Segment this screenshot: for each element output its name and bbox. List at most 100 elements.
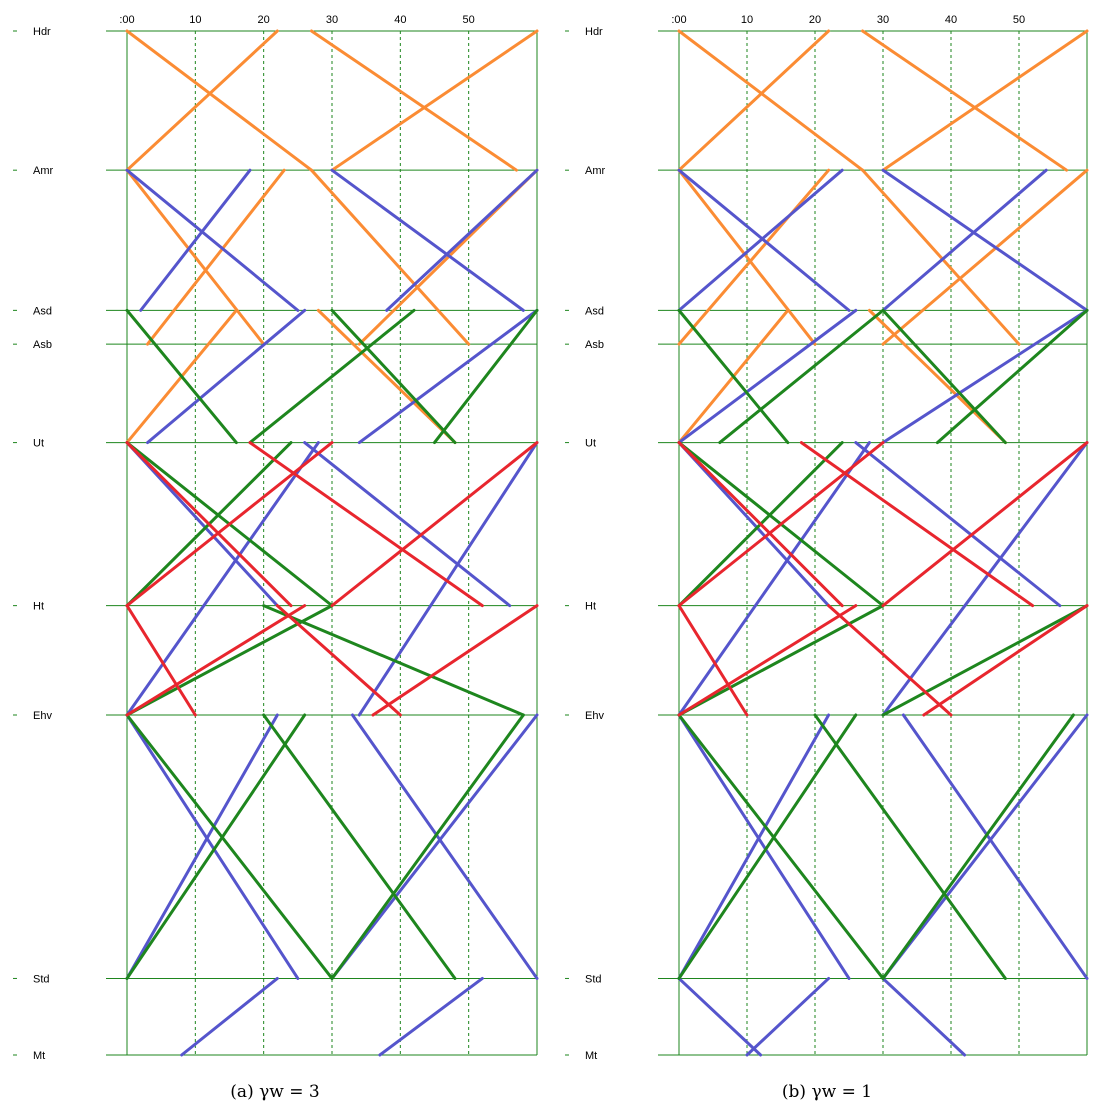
train-path-green (330, 308, 457, 445)
train-path-blue (139, 168, 252, 312)
x-tick-label: 30 (326, 14, 338, 26)
train-path-blue (677, 441, 871, 717)
train-path-blue (125, 441, 279, 608)
train-path-red (125, 441, 293, 608)
train-path-orange (146, 168, 286, 346)
train-path-orange (867, 308, 1007, 445)
x-tick-label: 10 (741, 14, 753, 26)
station-label: Mt (585, 1050, 597, 1062)
x-tick-label: 20 (809, 14, 821, 26)
x-tick-label: :00 (671, 14, 686, 26)
train-path-blue (901, 713, 1089, 980)
train-path-green (881, 604, 1089, 717)
train-path-red (677, 441, 844, 608)
train-path-blue (745, 976, 831, 1057)
train-path-green (677, 713, 858, 980)
train-path-green (935, 308, 1089, 445)
station-label: Asd (585, 305, 604, 317)
train-path-green (330, 713, 525, 980)
station-label: Ehv (33, 710, 52, 722)
train-path-green (677, 713, 885, 980)
train-path-blue (146, 308, 307, 445)
train-path-green (125, 713, 334, 980)
train-path-blue (881, 713, 1089, 980)
train-path-blue (677, 168, 851, 312)
train-path-orange (861, 168, 1021, 346)
x-tick-label: 50 (1013, 14, 1025, 26)
train-path-orange (125, 29, 313, 172)
station-label: Amr (585, 165, 606, 177)
train-path-blue (881, 976, 967, 1057)
train-path-blue (881, 168, 1089, 312)
panel-caption: (a) γw = 3 (230, 1082, 319, 1102)
train-path-blue (330, 713, 539, 980)
station-label: Hdr (585, 26, 603, 38)
train-path-orange (330, 29, 539, 172)
x-tick-label: 10 (189, 14, 201, 26)
x-tick-label: 20 (258, 14, 270, 26)
train-path-green (248, 308, 416, 445)
x-tick-label: 40 (945, 14, 957, 26)
train-path-blue (677, 168, 844, 312)
train-path-green (262, 713, 457, 980)
train-path-red (125, 604, 307, 717)
train-path-red (125, 604, 197, 717)
train-path-red (677, 441, 885, 608)
train-path-red (881, 441, 1089, 608)
train-path-orange (310, 168, 471, 346)
station-label: Asb (585, 339, 604, 351)
train-path-red (922, 604, 1089, 717)
train-path-green (881, 713, 1075, 980)
train-path-orange (125, 29, 279, 172)
train-path-blue (303, 441, 512, 608)
train-path-green (125, 713, 307, 980)
train-path-red (799, 441, 1035, 608)
train-path-red (248, 441, 484, 608)
station-label: Asb (33, 339, 52, 351)
station-label: Amr (33, 165, 54, 177)
train-path-green (677, 308, 790, 445)
station-label: Ehv (585, 710, 604, 722)
train-path-blue (881, 168, 1048, 312)
train-path-green (677, 604, 885, 717)
train-path-red (827, 604, 953, 717)
train-path-orange (677, 168, 831, 346)
train-path-red (330, 441, 539, 608)
train-path-orange (316, 308, 457, 445)
station-label: Ht (585, 601, 596, 613)
train-path-red (677, 604, 858, 717)
train-path-green (881, 308, 1007, 445)
train-path-blue (677, 976, 763, 1057)
train-path-blue (677, 713, 851, 980)
x-tick-label: 40 (394, 14, 406, 26)
station-label: Ht (33, 601, 44, 613)
train-path-red (371, 604, 539, 717)
train-path-orange (677, 168, 817, 346)
train-path-orange (677, 29, 831, 172)
train-path-orange (881, 168, 1089, 346)
x-tick-label: :00 (119, 14, 134, 26)
train-path-blue (385, 168, 539, 312)
train-path-green (718, 308, 885, 445)
station-label: Ut (33, 438, 44, 450)
train-path-orange (881, 29, 1089, 172)
train-path-blue (881, 308, 1089, 445)
train-path-blue (378, 976, 484, 1057)
x-tick-label: 30 (877, 14, 889, 26)
train-path-red (275, 604, 402, 717)
train-path-red (677, 604, 749, 717)
train-path-green (125, 308, 238, 445)
train-path-blue (125, 168, 300, 312)
train-path-blue (125, 713, 300, 980)
train-path-blue (677, 441, 831, 608)
train-path-blue (854, 441, 1062, 608)
train-path-blue (180, 976, 279, 1057)
train-path-green (262, 604, 525, 717)
station-label: Ut (585, 438, 596, 450)
station-label: Std (33, 973, 50, 985)
train-path-blue (330, 168, 525, 312)
train-path-blue (357, 308, 539, 445)
x-tick-label: 50 (463, 14, 475, 26)
